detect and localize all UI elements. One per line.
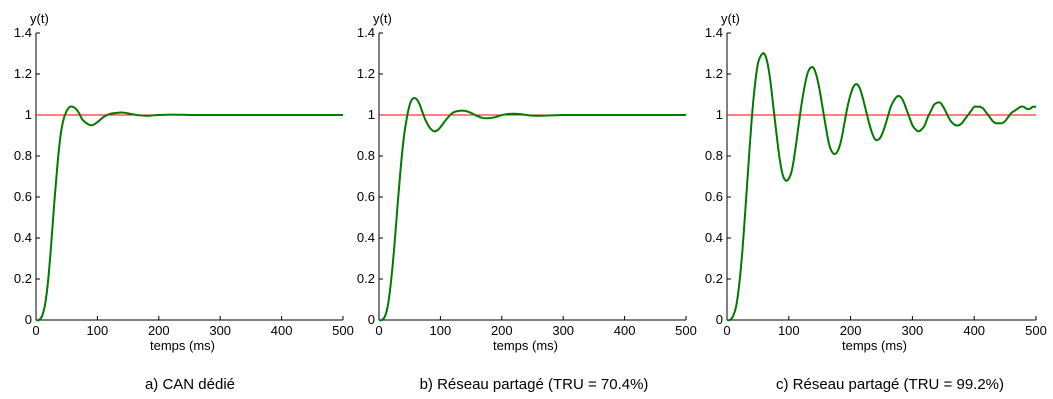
chart-caption: a) CAN dédié [145,376,235,393]
y-tick-label: 1 [25,107,32,122]
y-tick-label: 0 [716,312,723,327]
x-tick-label: 400 [614,323,636,338]
y-tick-label: 1 [368,107,375,122]
y-tick-label: 0.6 [357,189,375,204]
x-tick-label: 100 [87,323,109,338]
y-tick-label: 1.2 [705,66,723,81]
y-tick-label: 0.8 [705,148,723,163]
x-tick-label: 500 [332,323,354,338]
chart-panel-c: 0 0.2 0.4 0.6 0.8 1 1.2 1.4 0 100 200 300 400 500 y(t)… [705,11,1047,393]
response-series-line [35,105,343,322]
y-axis-title: y(t) [721,11,740,26]
y-tick-label: 0.8 [357,148,375,163]
y-axis-title: y(t) [30,11,49,26]
x-tick-label: 0 [32,323,39,338]
x-tick-label: 300 [902,323,924,338]
y-tick-label: 0.6 [705,189,723,204]
y-tick-label: 0.2 [14,271,32,286]
x-tick-label: 400 [271,323,293,338]
x-axis-title: temps (ms) [842,338,907,353]
response-series-line [378,96,686,322]
x-tick-label: 200 [148,323,170,338]
y-tick-label: 1.2 [357,66,375,81]
y-tick-label: 0.8 [14,148,32,163]
x-tick-label: 300 [552,323,574,338]
y-tick-label: 0.4 [705,230,723,245]
x-axis-title: temps (ms) [493,338,558,353]
x-tick-label: 200 [840,323,862,338]
x-tick-label: 500 [1025,323,1047,338]
y-tick-label: 0.4 [14,230,32,245]
x-tick-label: 100 [430,323,452,338]
x-tick-label: 400 [963,323,985,338]
y-tick-label: 1 [716,107,723,122]
y-tick-label: 1.4 [14,25,32,40]
x-tick-label: 100 [778,323,800,338]
y-tick-label: 1.2 [14,66,32,81]
x-tick-label: 300 [209,323,231,338]
x-tick-label: 200 [491,323,513,338]
response-series-line [726,52,1037,322]
chart-panel-a: 0 0.2 0.4 0.6 0.8 1 1.2 1.4 0 100 200 300 400 500 y(t)… [14,11,354,393]
x-tick-label: 500 [675,323,697,338]
chart-caption: c) Réseau partagé (TRU = 99.2%) [776,376,1004,393]
chart-panel-b: 0 0.2 0.4 0.6 0.8 1 1.2 1.4 0 100 200 300 400 500 y(t)… [357,11,697,393]
y-tick-label: 1.4 [357,25,375,40]
y-tick-label: 0.4 [357,230,375,245]
y-tick-label: 0.6 [14,189,32,204]
y-tick-label: 0.2 [705,271,723,286]
x-axis-title: temps (ms) [150,338,215,353]
y-axis-title: y(t) [373,11,392,26]
x-tick-label: 0 [375,323,382,338]
y-tick-label: 0 [25,312,32,327]
chart-caption: b) Réseau partagé (TRU = 70.4%) [420,376,649,393]
y-tick-label: 0.2 [357,271,375,286]
x-tick-label: 0 [723,323,730,338]
y-tick-label: 0 [368,312,375,327]
y-tick-label: 1.4 [705,25,723,40]
